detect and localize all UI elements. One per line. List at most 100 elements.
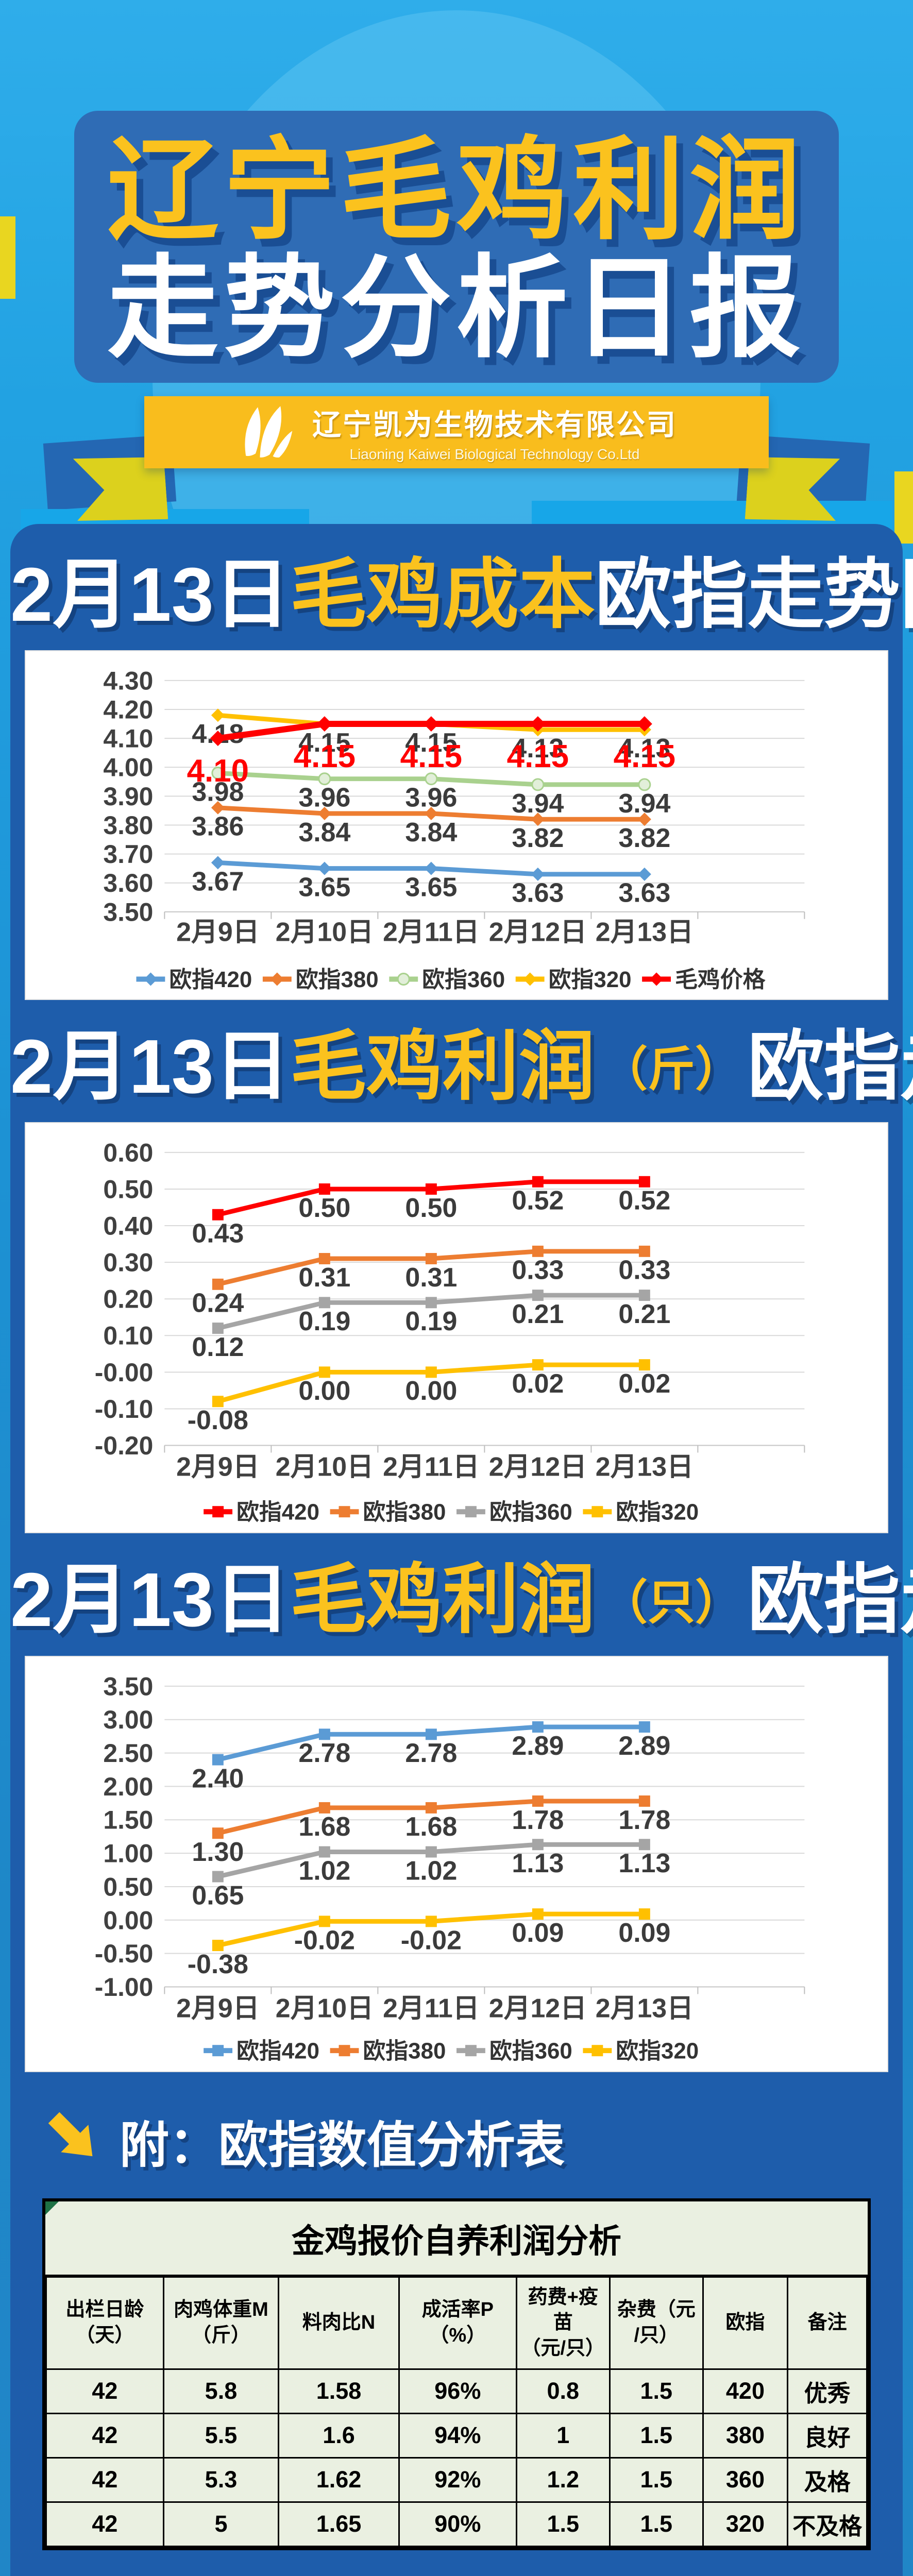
bent-arrow-icon — [48, 2112, 93, 2157]
svg-text:0.12: 0.12 — [192, 1332, 244, 1362]
table-cell: 5.8 — [162, 2368, 280, 2414]
svg-text:0.20: 0.20 — [103, 1285, 153, 1314]
svg-text:3.84: 3.84 — [405, 817, 457, 847]
company-banner: 辽宁凯为生物技术有限公司 Liaoning Kaiwei Biological … — [144, 396, 769, 468]
svg-text:2.78: 2.78 — [298, 1738, 350, 1768]
svg-text:0.02: 0.02 — [512, 1368, 564, 1398]
svg-text:2月9日: 2月9日 — [176, 1993, 259, 2023]
svg-text:3.50: 3.50 — [103, 898, 153, 927]
content-panel: 2月13日毛鸡成本欧指走势图 4.304.204.104.003.903.803… — [10, 523, 913, 2576]
table-cell: 1.58 — [278, 2368, 400, 2414]
line-chart-cost: 4.304.204.104.003.903.803.703.603.502月9日… — [103, 667, 805, 992]
footnote: 注：饲料价格每周更新参照市场白羽肉鸡中档饲料价格，雏价和毛鸡价参照金鸡报价沈阳高… — [46, 2574, 867, 2576]
table-cell: 不及格 — [787, 2501, 868, 2547]
svg-text:3.65: 3.65 — [405, 872, 457, 902]
svg-text:3.94: 3.94 — [618, 788, 670, 818]
svg-text:-0.10: -0.10 — [95, 1395, 154, 1423]
svg-text:1.30: 1.30 — [192, 1837, 244, 1867]
main-title-line2: 走势分析日报 — [107, 245, 806, 370]
company-logo-icon — [245, 406, 293, 457]
table-cell: 1.5 — [608, 2412, 704, 2459]
table-corner-decoration — [45, 2201, 59, 2215]
svg-text:0.65: 0.65 — [192, 1880, 244, 1910]
svg-text:0.00: 0.00 — [298, 1376, 350, 1405]
svg-text:3.50: 3.50 — [103, 1672, 153, 1701]
svg-text:0.52: 0.52 — [512, 1185, 564, 1215]
svg-text:4.15: 4.15 — [298, 727, 350, 757]
svg-text:2月10日: 2月10日 — [276, 1451, 374, 1481]
table-row: 42 5.8 1.58 96% 0.8 1.5 420 优秀 — [45, 2368, 868, 2414]
table-cell: 42 — [45, 2501, 164, 2547]
svg-text:1.02: 1.02 — [298, 1855, 350, 1885]
table-header-row: 出栏日龄 （天） 肉鸡体重M （斤） 料肉比N 成活率P （%） 药费+疫苗 （元/只）… — [45, 2276, 868, 2370]
table-cell: 320 — [702, 2501, 789, 2547]
table-cell: 42 — [45, 2368, 164, 2414]
svg-text:-0.02: -0.02 — [294, 1925, 355, 1955]
svg-text:欧指320: 欧指320 — [616, 1500, 699, 1525]
svg-text:欧指320: 欧指320 — [616, 2038, 699, 2063]
svg-text:-0.00: -0.00 — [95, 1358, 154, 1387]
svg-text:0.21: 0.21 — [512, 1299, 564, 1329]
svg-text:0.09: 0.09 — [618, 1918, 670, 1947]
svg-text:0.21: 0.21 — [618, 1299, 670, 1329]
chart-title-unit: （只） — [600, 1577, 742, 1630]
svg-text:4.13: 4.13 — [618, 733, 670, 763]
svg-text:1.78: 1.78 — [512, 1804, 564, 1834]
table-row: 42 5.3 1.62 92% 1.2 1.5 360 及格 — [45, 2456, 868, 2503]
svg-text:4.13: 4.13 — [512, 733, 564, 763]
svg-text:4.30: 4.30 — [103, 667, 153, 696]
svg-text:3.63: 3.63 — [512, 878, 564, 908]
svg-text:2月9日: 2月9日 — [176, 917, 259, 947]
table-cell: 1.5 — [608, 2501, 704, 2547]
chart-box-cost: 4.30 4.20 4.10 4.00 3.90 3.80 3.70 3.60 3.50 2月9日… — [25, 650, 888, 1000]
svg-text:0.50: 0.50 — [298, 1193, 350, 1223]
svg-text:欧指420: 欧指420 — [236, 1500, 319, 1525]
table-row: 42 5.5 1.6 94% 1 1.5 380 良好 — [45, 2412, 868, 2459]
analysis-section-title: 附：欧指数值分析表 — [120, 2117, 565, 2173]
yellow-edge-decoration — [894, 471, 913, 544]
svg-text:欧指360: 欧指360 — [422, 967, 505, 992]
table-cell: 优秀 — [787, 2368, 868, 2414]
chart-title-date: 2月13日 — [10, 552, 290, 637]
table-header-cell: 出栏日龄 （天） — [45, 2276, 164, 2370]
svg-text:4.00: 4.00 — [103, 753, 153, 782]
svg-text:2.00: 2.00 — [103, 1772, 153, 1801]
svg-text:-0.38: -0.38 — [188, 1949, 248, 1979]
svg-text:0.50: 0.50 — [405, 1193, 457, 1223]
chart-title-date: 2月13日 — [10, 1024, 290, 1109]
svg-text:3.70: 3.70 — [103, 840, 153, 869]
chart-title-highlight: 毛鸡成本 — [290, 552, 595, 637]
svg-text:欧指380: 欧指380 — [363, 1500, 446, 1525]
svg-text:0.31: 0.31 — [298, 1262, 350, 1292]
svg-text:3.96: 3.96 — [298, 783, 350, 812]
svg-text:-0.02: -0.02 — [401, 1925, 462, 1955]
svg-text:0.43: 0.43 — [192, 1218, 244, 1248]
table-cell: 1.5 — [608, 2368, 704, 2414]
poster-header: 辽宁毛鸡利润 走势分析日报 辽宁凯为生物技术有限公司 Liaoning Kaiw… — [0, 0, 913, 468]
svg-text:2月11日: 2月11日 — [383, 917, 479, 947]
svg-text:-0.08: -0.08 — [188, 1405, 248, 1435]
svg-text:欧指360: 欧指360 — [489, 2038, 572, 2063]
yellow-edge-decoration — [0, 216, 15, 299]
svg-text:3.60: 3.60 — [103, 869, 153, 897]
table-cell: 380 — [702, 2412, 789, 2459]
table-cell: 94% — [398, 2412, 517, 2459]
svg-text:0.24: 0.24 — [192, 1288, 244, 1318]
chart-title-highlight: 毛鸡利润 — [290, 1024, 595, 1109]
svg-text:3.98: 3.98 — [192, 777, 244, 807]
chart-title-suffix: 欧指走势图 — [595, 552, 913, 637]
main-title-line1: 辽宁毛鸡利润 — [107, 128, 806, 252]
svg-text:1.68: 1.68 — [298, 1811, 350, 1841]
table-cell: 1.65 — [278, 2501, 400, 2547]
analysis-table: 出栏日龄 （天） 肉鸡体重M （斤） 料肉比N 成活率P （%） 药费+疫苗 （元/只）… — [45, 2276, 868, 2547]
svg-text:2月10日: 2月10日 — [276, 917, 374, 947]
svg-text:-1.00: -1.00 — [95, 1973, 154, 2002]
svg-text:4.15: 4.15 — [405, 727, 457, 757]
table-cell: 5.3 — [162, 2456, 280, 2503]
svg-text:欧指380: 欧指380 — [363, 2038, 446, 2063]
svg-text:2月9日: 2月9日 — [176, 1451, 259, 1481]
svg-text:3.67: 3.67 — [192, 867, 244, 896]
table-header-cell: 杂费（元 /只） — [608, 2276, 704, 2370]
chart-box-profit-per-jin: 0.60 0.50 0.40 0.30 0.20 0.10 -0.00 -0.10 -0.20 2… — [25, 1122, 888, 1534]
table-cell: 1.2 — [515, 2456, 611, 2503]
